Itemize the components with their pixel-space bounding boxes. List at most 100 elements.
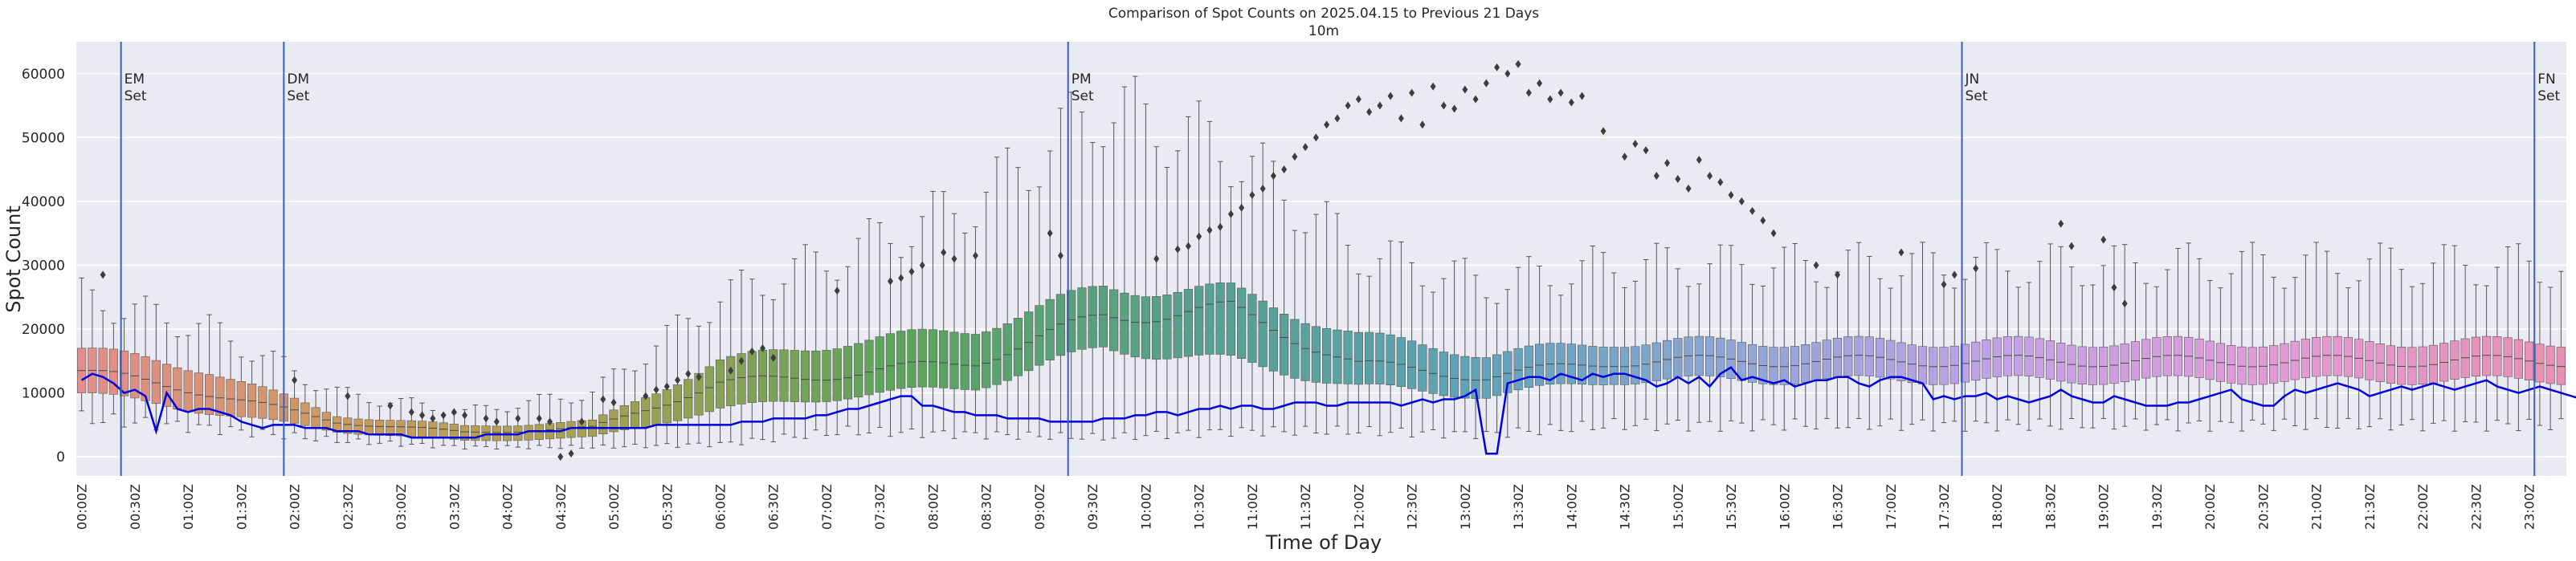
box: [2247, 347, 2257, 385]
box: [1322, 327, 1332, 384]
box: [141, 356, 150, 401]
x-tick-label: 15:30Z: [1724, 484, 1739, 530]
box: [1716, 337, 1725, 377]
outlier-marker: [834, 287, 840, 295]
x-tick-label: 17:30Z: [1937, 484, 1952, 530]
outlier-marker: [493, 417, 500, 426]
box: [769, 349, 778, 402]
box: [194, 372, 203, 414]
series-lines: [80, 366, 2576, 455]
outlier-marker: [536, 414, 542, 423]
box: [2024, 336, 2034, 376]
box: [1481, 357, 1491, 399]
x-tick-label: 00:00Z: [75, 484, 90, 530]
x-tick-label: 03:00Z: [394, 484, 409, 530]
box: [1120, 292, 1129, 355]
outlier-marker: [1643, 146, 1649, 155]
box: [2002, 336, 2013, 376]
box: [471, 425, 480, 441]
x-tick-label: 20:30Z: [2256, 484, 2271, 530]
box: [2184, 336, 2194, 377]
box: [502, 425, 512, 441]
outlier-marker: [1494, 63, 1500, 71]
outlier-marker: [1600, 127, 1606, 136]
box: [1917, 346, 1928, 384]
box: [737, 353, 746, 404]
box: [2556, 347, 2566, 385]
x-tick-label: 07:00Z: [819, 484, 835, 530]
outlier-marker: [1622, 152, 1628, 161]
box: [1503, 351, 1513, 393]
x-tick-label: 16:30Z: [1831, 484, 1846, 530]
box: [215, 376, 225, 416]
box: [2333, 335, 2342, 376]
box: [1237, 287, 1247, 359]
x-tick-label: 20:00Z: [2202, 484, 2218, 530]
x-tick-label: 04:30Z: [553, 484, 569, 530]
box: [2162, 335, 2172, 376]
box: [2258, 346, 2268, 385]
box: [2099, 347, 2109, 385]
x-tick-label: 05:30Z: [659, 484, 675, 530]
outlier-marker: [908, 267, 915, 276]
box: [1832, 337, 1843, 378]
box: [236, 381, 246, 417]
x-tick-label: 14:30Z: [1618, 484, 1633, 530]
box: [1471, 357, 1480, 399]
box: [226, 379, 235, 417]
box: [1598, 347, 1608, 385]
outlier-marker: [1196, 232, 1202, 241]
box: [715, 359, 725, 409]
outlier-marker: [100, 270, 106, 279]
outlier-marker: [770, 353, 777, 362]
outlier-marker: [1462, 85, 1468, 94]
box: [1939, 347, 1949, 385]
box: [684, 379, 693, 419]
box: [374, 420, 385, 436]
outlier-marker: [1738, 197, 1745, 205]
box: [204, 374, 214, 415]
box: [1758, 346, 1768, 384]
outlier-marker: [685, 369, 692, 378]
box: [492, 425, 501, 441]
box: [1875, 338, 1885, 378]
outlier-marker: [1398, 114, 1404, 123]
box: [1492, 354, 1502, 396]
outlier-marker: [1249, 190, 1255, 199]
outlier-marker: [1419, 120, 1426, 129]
box: [1130, 295, 1140, 358]
outlier-marker: [1707, 172, 1713, 181]
box: [2343, 337, 2354, 377]
box: [704, 366, 714, 413]
x-tick-label: 18:00Z: [1990, 484, 2005, 530]
box: [417, 421, 427, 437]
box: [896, 331, 906, 389]
outlier-marker: [1835, 270, 1841, 279]
box: [1280, 314, 1289, 376]
outlier-marker: [1057, 251, 1063, 260]
box: [2269, 345, 2279, 384]
box: [1247, 294, 1257, 363]
box: [1024, 311, 1034, 372]
outlier-marker: [2068, 242, 2075, 250]
outlier-marker: [610, 398, 617, 407]
outlier-marker: [483, 414, 489, 423]
y-tick-label: 50000: [22, 130, 65, 146]
outlier-marker: [1813, 261, 1819, 270]
outlier-marker: [675, 376, 681, 384]
box: [1290, 319, 1300, 379]
box: [1386, 334, 1395, 385]
chart-title: Comparison of Spot Counts on 2025.04.15 …: [1108, 6, 1539, 22]
outlier-marker: [578, 417, 585, 426]
outlier-marker: [600, 395, 606, 404]
box: [1524, 345, 1533, 388]
box: [1704, 336, 1715, 376]
outlier-marker: [1355, 95, 1361, 104]
box: [2014, 335, 2023, 376]
box: [1577, 344, 1587, 385]
outlier-marker: [1281, 165, 1288, 174]
box: [1268, 307, 1278, 372]
x-tick-label: 22:30Z: [2468, 484, 2484, 530]
box: [1162, 295, 1172, 360]
